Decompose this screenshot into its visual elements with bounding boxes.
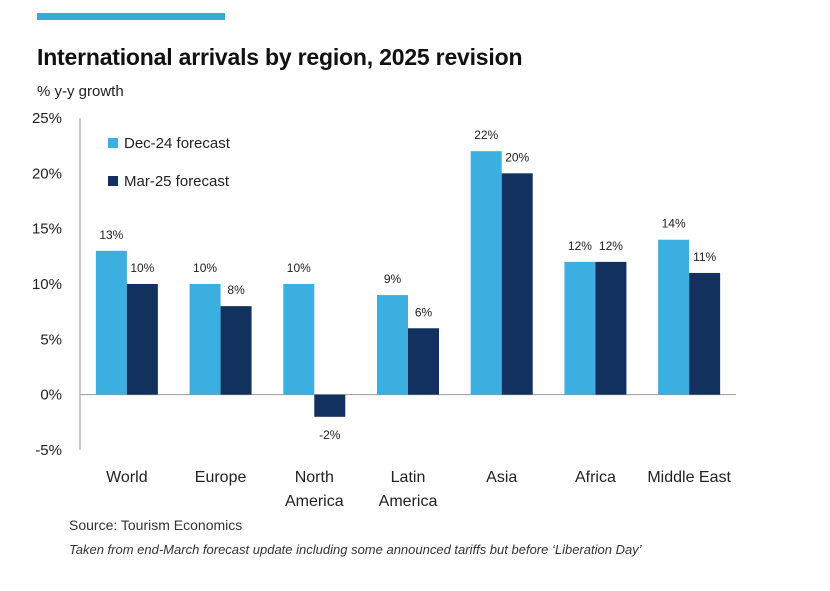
data-label: -2% <box>319 428 341 442</box>
y-tick-label: 5% <box>40 331 62 348</box>
bar <box>658 239 690 395</box>
data-label: 14% <box>662 217 686 231</box>
legend-swatch-dec24 <box>108 138 118 148</box>
legend-label-dec24: Dec-24 forecast <box>124 135 230 152</box>
data-label: 11% <box>693 250 716 264</box>
bar <box>189 284 221 395</box>
data-label: 12% <box>568 239 592 253</box>
y-tick-label: 0% <box>40 387 62 404</box>
data-label: 20% <box>505 150 529 164</box>
data-label: 12% <box>599 239 623 253</box>
bar <box>126 284 158 395</box>
bar <box>377 295 408 395</box>
source-note: Source: Tourism Economics <box>69 517 243 533</box>
bar <box>220 306 252 395</box>
x-tick-label: Middle East <box>647 469 731 486</box>
y-tick-label: 20% <box>32 165 62 182</box>
bar <box>595 261 627 395</box>
bar <box>689 272 721 395</box>
data-label: 10% <box>287 261 311 275</box>
chart-subtitle: % y-y growth <box>37 83 124 100</box>
footnote: Taken from end-March forecast update inc… <box>69 542 642 557</box>
bar <box>283 284 315 395</box>
x-tick-label: Latin <box>391 469 426 486</box>
y-tick-label: 10% <box>32 276 62 293</box>
bar <box>501 173 533 395</box>
legend-label-mar25: Mar-25 forecast <box>124 173 230 190</box>
data-label: 9% <box>384 272 402 286</box>
bar <box>408 328 439 395</box>
y-tick-label: -5% <box>35 442 62 459</box>
x-tick-label: World <box>106 469 148 486</box>
x-tick-label: Asia <box>486 469 517 486</box>
x-tick-label: Europe <box>195 469 247 486</box>
y-tick-label: 15% <box>32 221 62 238</box>
data-label: 13% <box>99 228 123 242</box>
y-tick-label: 25% <box>32 110 62 127</box>
data-label: 10% <box>193 261 217 275</box>
bar <box>95 250 127 395</box>
bar <box>470 151 502 395</box>
data-label: 10% <box>130 261 154 275</box>
data-label: 8% <box>227 283 245 297</box>
x-tick-label: North <box>295 469 334 486</box>
x-tick-label: America <box>285 493 344 510</box>
chart-title: International arrivals by region, 2025 r… <box>37 44 523 70</box>
accent-bar <box>37 13 225 20</box>
x-tick-label: Africa <box>575 469 616 486</box>
data-label: 6% <box>415 305 433 319</box>
bar <box>314 394 346 417</box>
data-label: 22% <box>474 128 498 142</box>
x-tick-label: America <box>379 493 438 510</box>
bar <box>564 261 596 395</box>
legend-swatch-mar25 <box>108 176 118 186</box>
